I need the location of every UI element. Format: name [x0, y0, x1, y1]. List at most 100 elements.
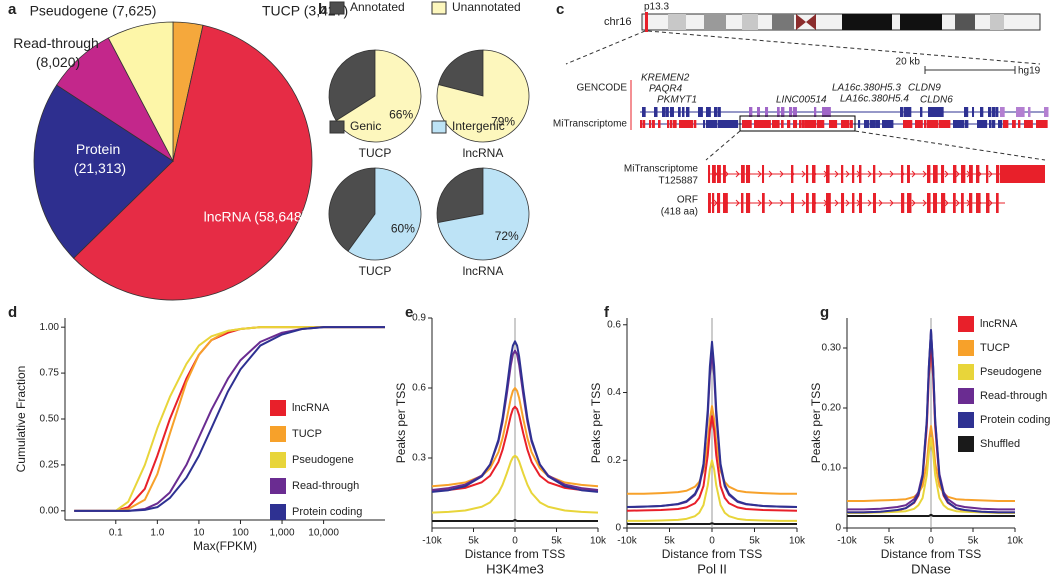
gene-label: LA16c.380H5.3 — [832, 83, 901, 94]
pie-slice — [33, 84, 174, 259]
exon — [906, 120, 910, 128]
legend-label: lncRNA — [980, 318, 1018, 330]
legend-swatch — [270, 452, 286, 468]
value-label: 79% — [491, 114, 515, 128]
exon — [723, 193, 728, 213]
strand-arrow — [889, 199, 894, 207]
exon — [741, 193, 744, 213]
legend-label: Read-through — [292, 480, 359, 492]
exon — [932, 107, 937, 117]
exon — [730, 120, 734, 128]
slice-label: Protein (21,313) — [74, 141, 126, 176]
exon — [688, 120, 692, 128]
ideogram-band — [668, 14, 686, 30]
value-label: 60% — [391, 221, 415, 235]
strand-arrow — [735, 170, 740, 178]
exon — [992, 120, 996, 128]
legend-label: Unannotated — [452, 0, 521, 14]
strand-arrow — [889, 170, 894, 178]
y-tick-label: 0.25 — [40, 460, 60, 471]
strand-arrow — [724, 170, 729, 178]
x-tick-label: 5k — [968, 536, 980, 547]
legend-label: Read-through — [980, 390, 1047, 402]
x-axis-title: Distance from TSS — [881, 547, 981, 561]
exon — [924, 120, 927, 128]
exon — [715, 120, 718, 128]
exon — [936, 120, 939, 128]
exon — [712, 120, 717, 128]
orf-label: ORF — [677, 195, 698, 206]
exon — [793, 120, 798, 128]
exon — [841, 193, 845, 213]
legend-swatch — [270, 426, 286, 442]
exon — [694, 120, 697, 128]
gene-label: LINC00514 — [776, 95, 827, 106]
strand-arrow — [878, 199, 883, 207]
x-tick-label: 0 — [512, 536, 518, 547]
exon — [717, 165, 721, 183]
pie-title: TUCP — [359, 264, 392, 278]
y-axis-title: Peaks per TSS — [394, 383, 408, 463]
series-line — [74, 326, 385, 512]
ideogram — [641, 13, 1041, 31]
pie-slice — [436, 167, 484, 224]
exon — [772, 120, 776, 128]
exon — [976, 165, 980, 183]
exon — [927, 165, 931, 183]
exon — [802, 120, 805, 128]
exon — [873, 193, 876, 213]
exon — [789, 107, 793, 117]
exon — [996, 193, 999, 213]
legend-label: Shuffled — [980, 438, 1020, 450]
exon — [793, 107, 797, 117]
legend-label: Annotated — [350, 0, 405, 14]
panel-letter: a — [8, 1, 17, 18]
exon — [721, 120, 727, 128]
x-tick-label: -10k — [617, 536, 637, 547]
pie-slice — [347, 167, 422, 261]
strand-arrow — [834, 199, 839, 207]
strand-arrow — [845, 170, 850, 178]
slice-label: Pseudogene (7,625) — [30, 3, 157, 19]
exon — [927, 120, 933, 128]
series-line — [627, 405, 797, 495]
exon — [708, 165, 711, 183]
exon — [717, 193, 721, 213]
exon — [948, 120, 951, 128]
y-tick-label: 0.6 — [412, 383, 426, 394]
y-tick-label: 0.50 — [40, 414, 60, 425]
x-tick-label: 5k — [551, 536, 563, 547]
exon — [678, 107, 681, 117]
strand-arrow — [779, 199, 784, 207]
region-marker — [645, 12, 648, 32]
series-line — [431, 340, 599, 493]
exon — [1039, 120, 1045, 128]
zoom-line — [854, 130, 1046, 161]
transcript-detail — [708, 165, 1045, 213]
exon — [712, 193, 715, 213]
exon — [953, 193, 956, 213]
exon — [812, 193, 816, 213]
exon — [956, 120, 962, 128]
ideogram-band — [704, 14, 726, 30]
x-tick-label: 10k — [789, 536, 806, 547]
exon — [746, 193, 751, 213]
legend-label: lncRNA — [292, 402, 330, 414]
exon — [799, 120, 802, 128]
ideogram-band — [990, 14, 1004, 30]
exon — [942, 120, 947, 128]
series-line — [627, 459, 797, 522]
legend-swatch — [270, 504, 286, 520]
strand-arrow — [955, 170, 960, 178]
exon — [808, 120, 813, 128]
x-tick-label: 1.0 — [150, 528, 164, 539]
exon — [903, 120, 908, 128]
exon — [1020, 107, 1025, 117]
exon — [988, 107, 992, 117]
exon — [775, 120, 780, 128]
exon — [852, 165, 855, 183]
exon — [826, 165, 830, 183]
series-line — [847, 425, 1015, 502]
x-tick-label: 5k — [749, 536, 761, 547]
exon — [928, 107, 933, 117]
